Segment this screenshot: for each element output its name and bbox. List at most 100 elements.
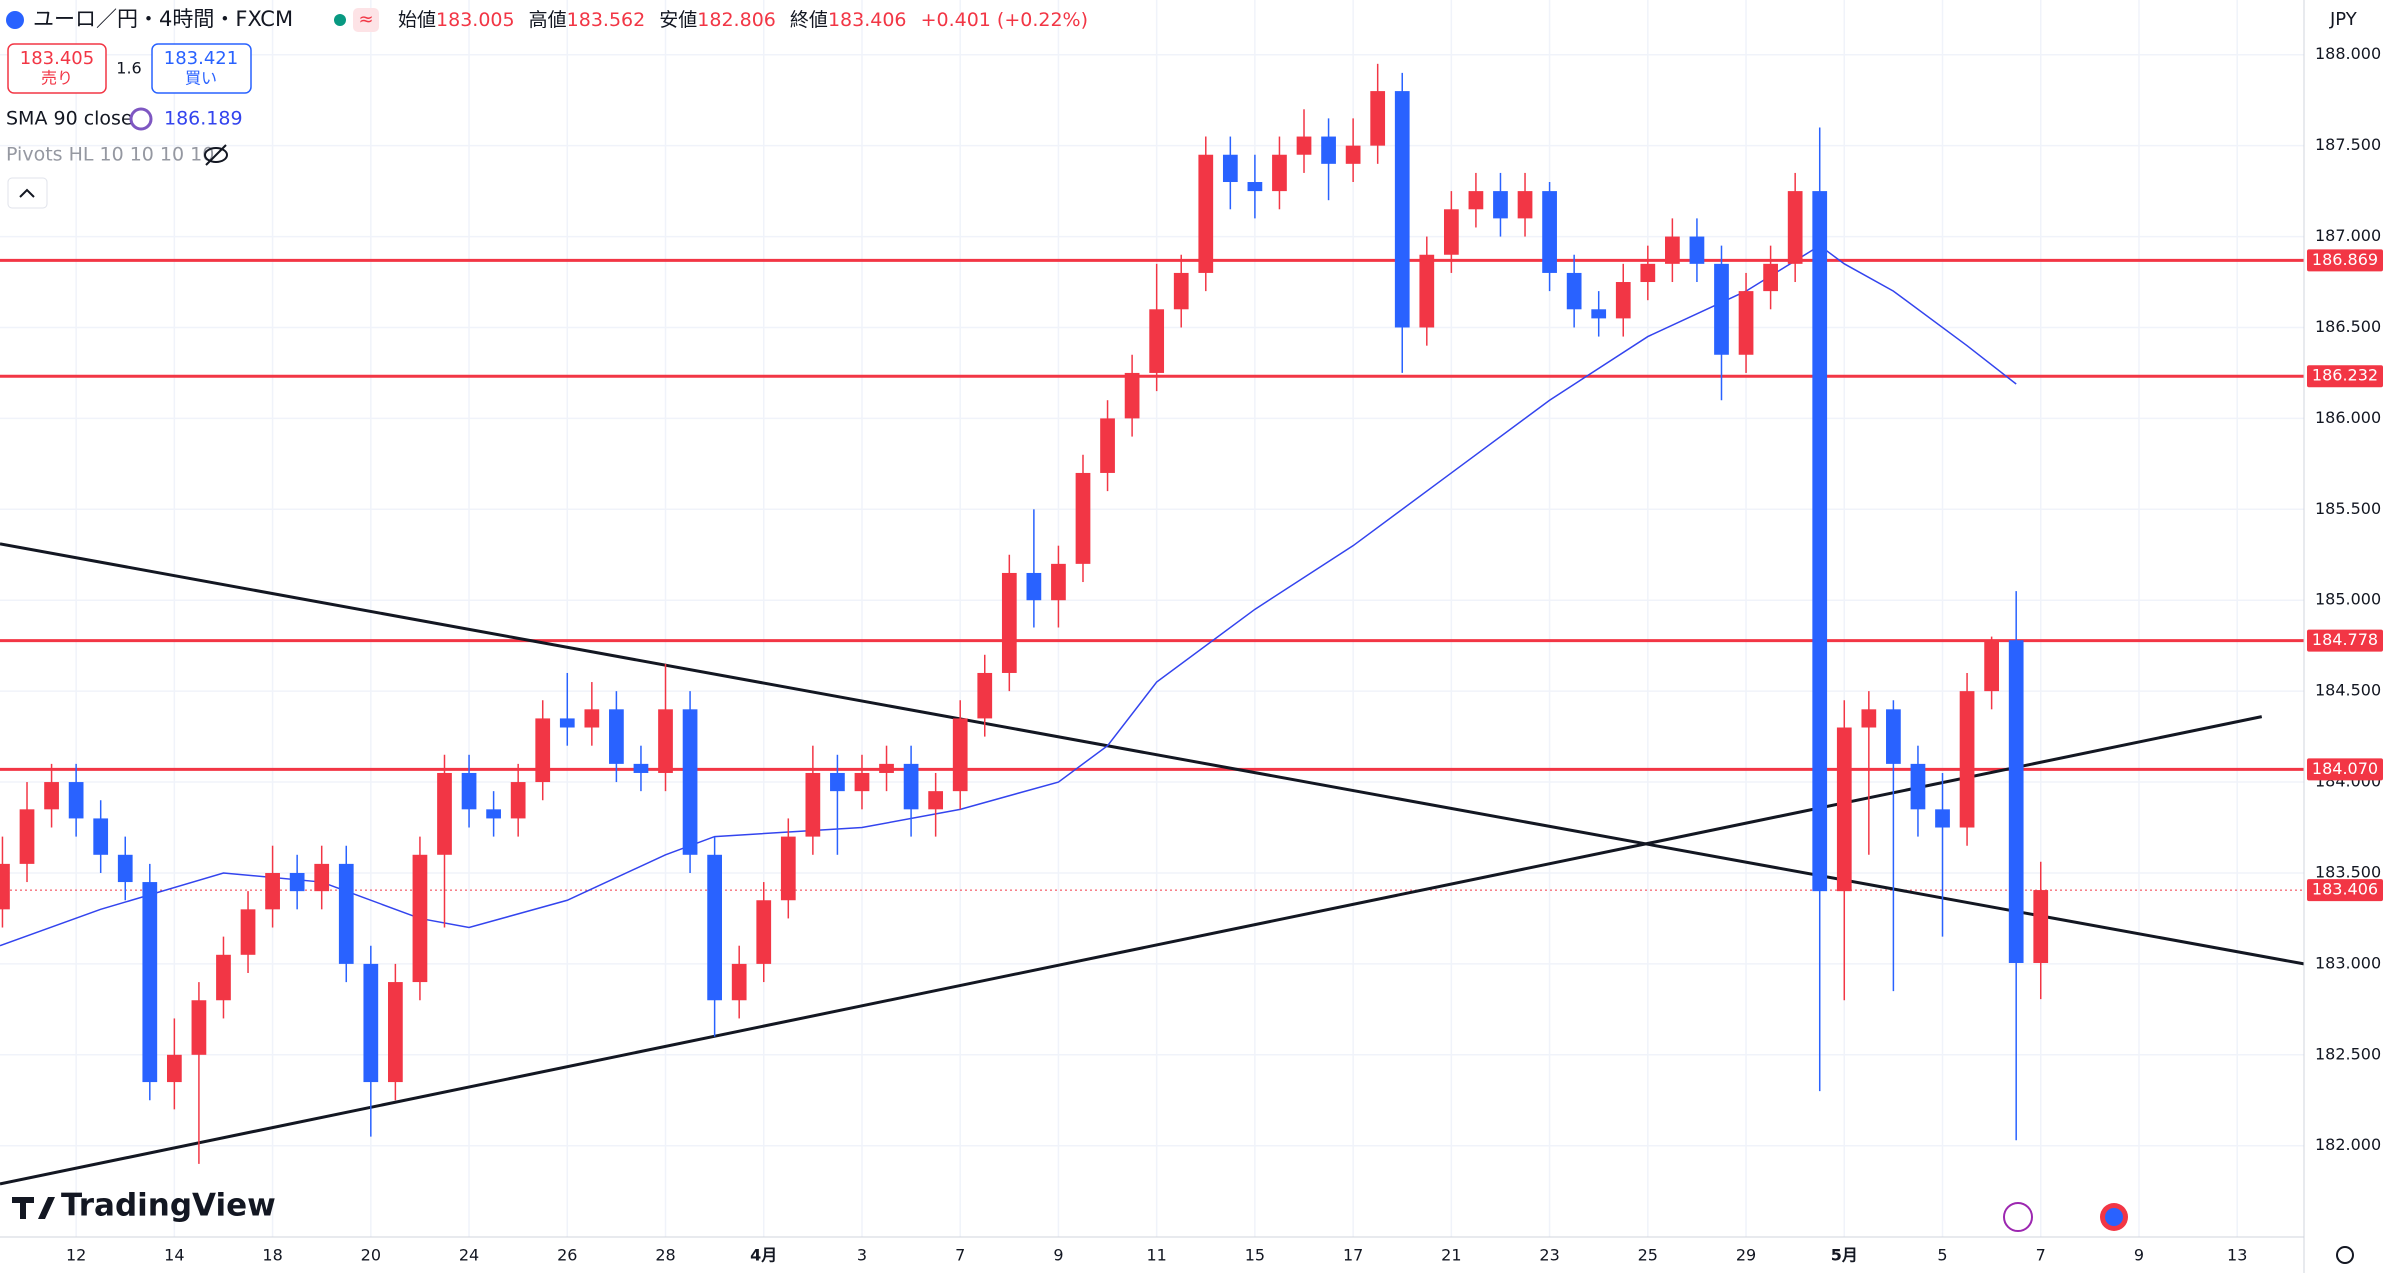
x-tick-label: 15	[1245, 1246, 1265, 1265]
x-tick-label: 21	[1441, 1246, 1461, 1265]
candle-body	[1640, 263, 1656, 283]
y-tick-label: 182.000	[2315, 1135, 2381, 1154]
candle-body	[1566, 272, 1582, 310]
candle-body	[903, 763, 919, 810]
x-tick-label: 25	[1638, 1246, 1658, 1265]
candle-body	[952, 718, 968, 792]
candle-body	[559, 718, 575, 728]
candle-body	[584, 709, 600, 728]
x-tick-label: 3	[857, 1246, 867, 1265]
candle-body	[1910, 763, 1926, 810]
candle-body	[388, 982, 403, 1083]
settings-icon[interactable]	[2336, 1246, 2354, 1264]
candle-body	[731, 963, 747, 1001]
candle-body	[854, 772, 870, 792]
ohlc-value: 183.562	[567, 9, 646, 31]
plot	[0, 63, 2305, 1186]
candle-body	[44, 782, 59, 810]
candle-body	[68, 782, 84, 819]
x-tick-label: 9	[2134, 1246, 2144, 1265]
level-label: 184.070	[2312, 759, 2378, 778]
indicator-value: 186.189	[164, 108, 243, 130]
symbol: ユーロ／円・4時間・FXCM	[33, 7, 293, 31]
candle-body	[1836, 727, 1852, 892]
candle-body	[510, 782, 526, 819]
y-tick-label: 187.000	[2315, 226, 2381, 245]
level-label-bg	[2307, 758, 2383, 781]
ohlc-value: 183.005	[436, 9, 515, 31]
status-badge	[353, 8, 379, 32]
candle-body	[1959, 691, 1975, 828]
status-dot	[334, 14, 346, 26]
candle-body	[805, 772, 821, 837]
candle-body	[756, 900, 772, 964]
buy-button[interactable]	[151, 43, 252, 94]
hide-icon	[205, 144, 227, 166]
candle-body	[1665, 236, 1680, 264]
candle-body	[19, 809, 35, 864]
candle-body	[1247, 182, 1263, 192]
candle-body	[1738, 291, 1754, 355]
candle-body	[977, 672, 993, 719]
ohlc-label: 始値	[398, 9, 436, 31]
symbol-icon	[6, 11, 24, 29]
candle-body	[1345, 145, 1361, 164]
change: +0.401 (+0.22%)	[921, 9, 1088, 31]
candle-body	[1935, 809, 1950, 828]
collapse-button[interactable]	[7, 177, 48, 209]
sell-button[interactable]	[7, 43, 107, 94]
candle-body	[1296, 136, 1312, 155]
x-tick-label: 9	[1053, 1246, 1063, 1265]
candle-body	[780, 836, 796, 901]
candle-body	[1051, 563, 1066, 601]
candle-body	[314, 863, 330, 892]
candle-body	[1615, 282, 1631, 319]
candle-body	[2008, 640, 2024, 963]
candle-body	[830, 772, 845, 792]
x-tick-label: 28	[655, 1246, 675, 1265]
hide-icon[interactable]	[204, 147, 228, 163]
level-label-bg	[2307, 629, 2383, 652]
x-tick-label: 13	[2227, 1246, 2247, 1265]
candle-body	[412, 854, 428, 983]
candle-body	[1149, 309, 1165, 373]
y-tick-label: 185.000	[2315, 590, 2381, 609]
candle-body	[166, 1054, 182, 1083]
candle-body	[0, 863, 10, 910]
candle-body	[1886, 709, 1901, 764]
candle-body	[1861, 709, 1877, 728]
candle-body	[1100, 418, 1115, 473]
x-tick-label: 23	[1539, 1246, 1559, 1265]
candle-body	[1542, 191, 1557, 273]
last-price-label: 183.406	[2312, 880, 2378, 899]
candle-body	[1689, 236, 1705, 264]
x-tick-label: 4月	[750, 1246, 777, 1265]
indicator-icon[interactable]	[129, 107, 153, 131]
candle-body	[928, 791, 944, 810]
y-tick-label: 182.500	[2315, 1044, 2381, 1063]
event-icon[interactable]	[2003, 1202, 2033, 1232]
x-tick-label: 7	[2036, 1246, 2046, 1265]
candle-body	[1198, 154, 1214, 273]
candle-body	[265, 872, 280, 910]
level-label: 184.778	[2312, 630, 2378, 649]
x-tick-label: 5月	[1831, 1246, 1858, 1265]
ohlc: 始値183.005 高値183.562 安値182.806 終値183.406 …	[398, 9, 1088, 31]
candle-body	[93, 818, 109, 855]
candle-body	[1812, 191, 1828, 892]
spread: 1.6	[116, 59, 141, 78]
level-label-bg	[2307, 365, 2383, 388]
candle-body	[1173, 272, 1189, 310]
sell-price: 183.405	[20, 48, 94, 69]
y-tick-label: 184.500	[2315, 681, 2381, 700]
level-label-bg	[2307, 249, 2383, 272]
candle-body	[363, 963, 379, 1083]
candle-body	[1984, 640, 1999, 692]
event-icon	[2105, 1208, 2123, 1226]
candle-body	[117, 854, 133, 883]
last-price-bg	[2307, 879, 2383, 902]
x-tick-label: 7	[955, 1246, 965, 1265]
ohlc-label: 終値	[790, 9, 828, 31]
candle-body	[437, 772, 452, 855]
